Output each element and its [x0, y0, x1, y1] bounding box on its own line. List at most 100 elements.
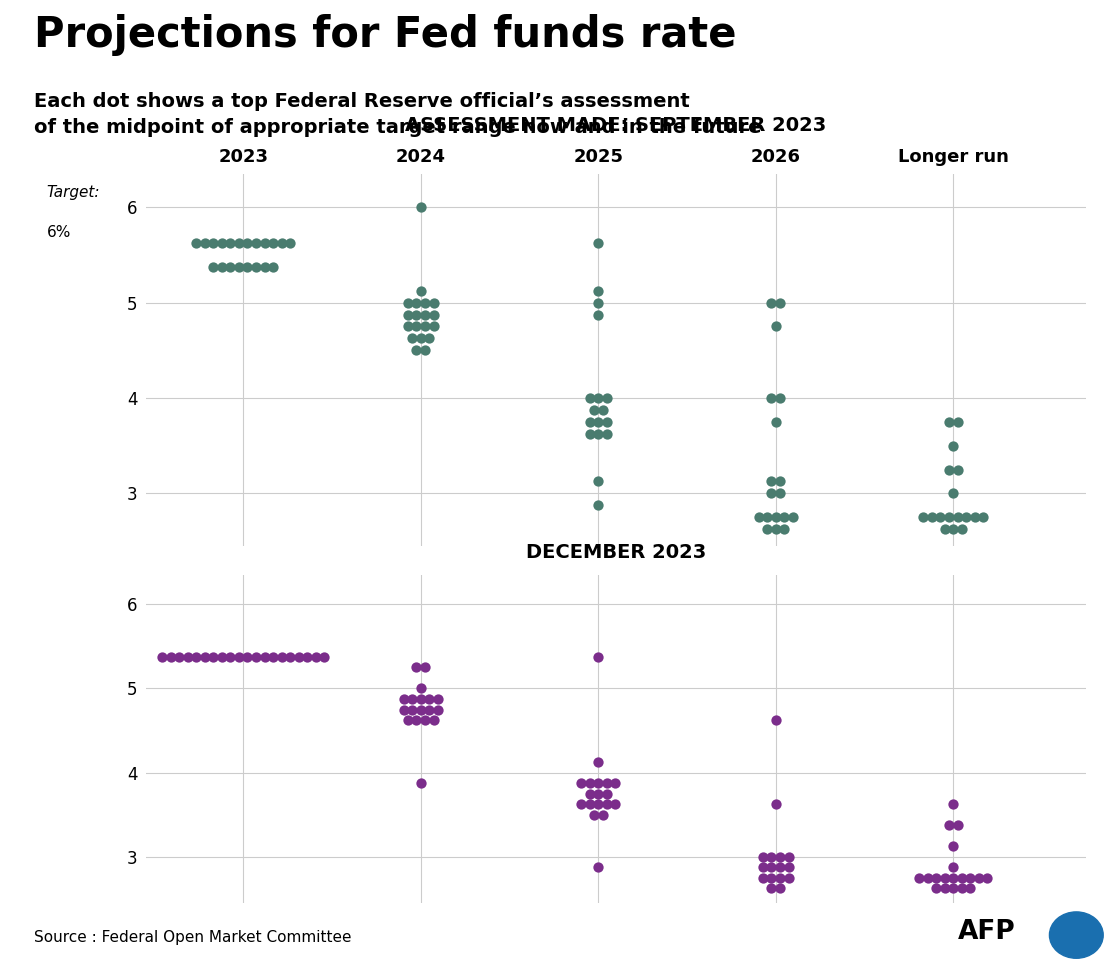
Point — [589, 236, 607, 251]
Point — [255, 236, 273, 251]
Point — [222, 259, 240, 274]
Point — [205, 259, 223, 274]
Point — [606, 776, 624, 791]
Point — [408, 660, 426, 675]
Point — [239, 649, 256, 665]
Point — [307, 649, 325, 665]
Point — [775, 522, 793, 537]
Point — [598, 426, 616, 441]
Point — [944, 522, 962, 537]
Point — [408, 343, 426, 358]
Point — [420, 701, 438, 717]
Point — [416, 712, 433, 727]
Point — [940, 817, 958, 833]
Point — [771, 870, 788, 886]
Point — [944, 486, 962, 501]
Point — [979, 870, 997, 886]
Point — [940, 414, 958, 430]
Point — [581, 776, 599, 791]
Point — [585, 402, 603, 417]
Point — [581, 414, 599, 430]
Point — [403, 330, 421, 346]
Point — [589, 295, 607, 310]
Point — [589, 497, 607, 513]
Point — [763, 881, 781, 896]
Point — [290, 649, 308, 665]
Point — [927, 881, 945, 896]
Point — [589, 860, 607, 875]
Point — [581, 786, 599, 802]
Point — [598, 390, 616, 406]
Point — [927, 870, 945, 886]
Point — [187, 236, 205, 251]
Point — [416, 343, 433, 358]
Point — [222, 649, 240, 665]
Point — [944, 881, 962, 896]
Point — [763, 860, 781, 875]
Point — [598, 414, 616, 430]
Point — [918, 870, 936, 886]
Point — [749, 509, 767, 525]
Point — [589, 283, 607, 298]
Point — [255, 649, 273, 665]
Text: Each dot shows a top Federal Reserve official’s assessment
of the midpoint of ap: Each dot shows a top Federal Reserve off… — [34, 92, 762, 137]
Point — [412, 330, 430, 346]
Point — [589, 414, 607, 430]
Point — [416, 660, 433, 675]
Point — [416, 295, 433, 310]
Point — [420, 330, 438, 346]
Point — [399, 295, 417, 310]
Point — [412, 283, 430, 298]
Point — [230, 259, 248, 274]
Point — [780, 870, 797, 886]
Point — [412, 692, 430, 707]
Point — [771, 486, 788, 501]
Text: 6%: 6% — [47, 225, 72, 241]
Point — [936, 881, 954, 896]
Point — [767, 414, 785, 430]
Point — [961, 881, 979, 896]
Point — [153, 649, 171, 665]
Point — [589, 786, 607, 802]
Point — [412, 681, 430, 696]
Point — [248, 649, 265, 665]
Point — [944, 438, 962, 453]
Point — [205, 236, 223, 251]
Point — [767, 797, 785, 812]
Point — [780, 849, 797, 865]
Point — [179, 649, 197, 665]
Point — [936, 870, 954, 886]
Point — [589, 649, 607, 665]
Point — [970, 870, 988, 886]
Point — [758, 509, 776, 525]
Point — [958, 509, 976, 525]
Text: Target:: Target: — [47, 185, 101, 200]
Point — [763, 486, 781, 501]
Point — [272, 236, 290, 251]
Point — [581, 797, 599, 812]
Point — [272, 649, 290, 665]
Point — [403, 692, 421, 707]
Point — [949, 462, 967, 477]
Point — [767, 319, 785, 334]
Title: ASSESSMENT MADE: SEPTEMBER 2023: ASSESSMENT MADE: SEPTEMBER 2023 — [405, 116, 827, 135]
Point — [589, 797, 607, 812]
Point — [187, 649, 205, 665]
Point — [589, 307, 607, 323]
Point — [923, 509, 941, 525]
Circle shape — [1049, 912, 1103, 958]
Point — [961, 870, 979, 886]
Point — [255, 259, 273, 274]
Point — [399, 712, 417, 727]
Point — [248, 236, 265, 251]
Point — [281, 236, 299, 251]
Point — [767, 522, 785, 537]
Point — [424, 307, 442, 323]
Point — [281, 649, 299, 665]
Point — [763, 870, 781, 886]
Point — [594, 402, 612, 417]
Point — [598, 797, 616, 812]
Point — [230, 236, 248, 251]
Point — [572, 797, 590, 812]
Point — [572, 776, 590, 791]
